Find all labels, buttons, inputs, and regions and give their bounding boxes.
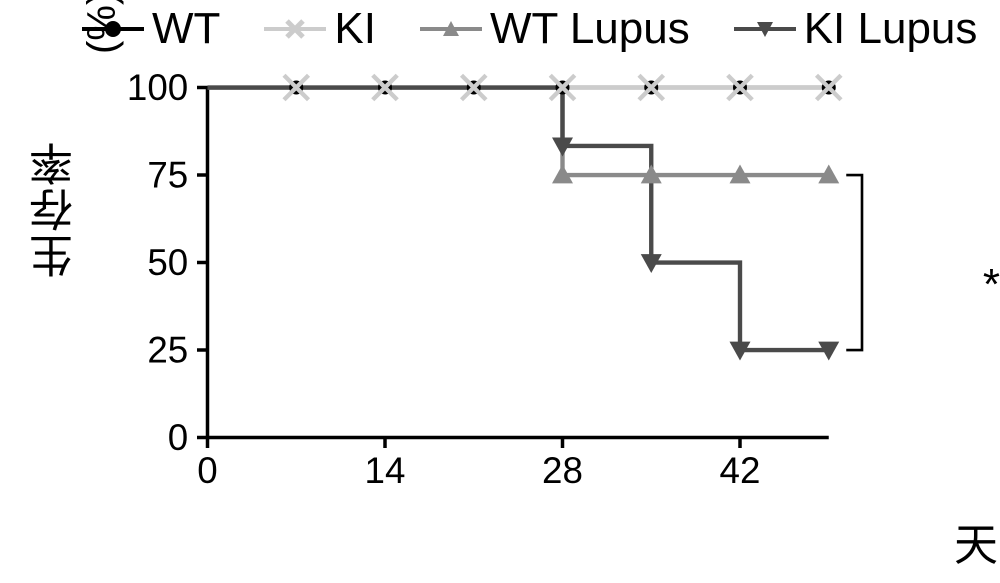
legend-marker-wt-lupus xyxy=(420,19,482,39)
y-axis-label: 生存率 xyxy=(24,140,88,278)
survival-plot: 01428420255075100 xyxy=(190,70,890,490)
chart-container: WT KI WT Lupus KI Lupus (%) 生存率 天 xyxy=(0,0,1000,583)
legend-label: KI Lupus xyxy=(804,4,978,54)
x-axis-label: 天 xyxy=(954,509,998,573)
svg-text:25: 25 xyxy=(147,329,188,370)
svg-text:75: 75 xyxy=(147,154,188,195)
svg-text:14: 14 xyxy=(365,450,406,491)
svg-text:0: 0 xyxy=(197,450,217,491)
legend-item-ki-lupus: KI Lupus xyxy=(734,4,978,54)
legend-label: WT xyxy=(152,4,220,54)
significance-marker: * xyxy=(983,260,1000,310)
legend-marker-ki-lupus xyxy=(734,19,796,39)
legend-label: KI xyxy=(334,4,376,54)
svg-text:50: 50 xyxy=(147,242,188,283)
svg-text:42: 42 xyxy=(720,450,761,491)
legend-item-wt-lupus: WT Lupus xyxy=(420,4,690,54)
legend-item-ki: KI xyxy=(264,4,376,54)
svg-text:28: 28 xyxy=(542,450,583,491)
legend-label: WT Lupus xyxy=(490,4,690,54)
legend-marker-ki xyxy=(264,19,326,39)
svg-text:0: 0 xyxy=(168,417,188,458)
svg-text:100: 100 xyxy=(127,67,188,108)
legend: WT KI WT Lupus KI Lupus xyxy=(82,4,977,54)
